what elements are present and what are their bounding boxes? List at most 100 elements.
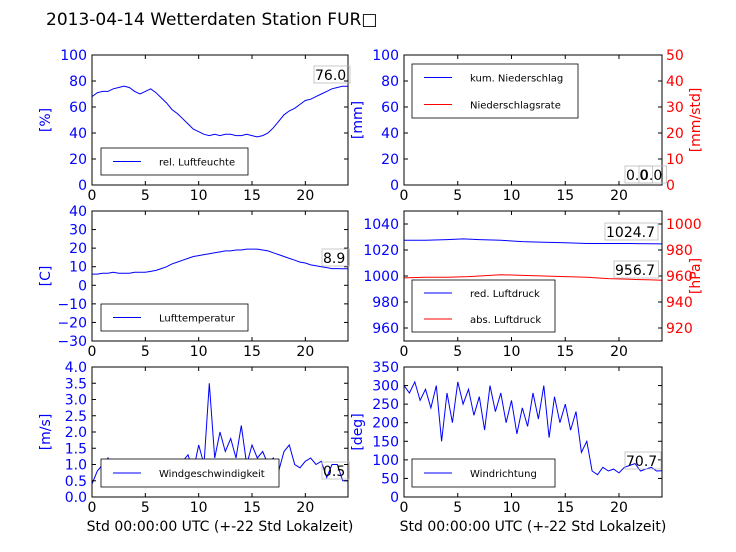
winddir-ytick-label-6: 300 bbox=[372, 379, 399, 395]
precip-ytick-right-label-4: 40 bbox=[666, 74, 684, 90]
windspeed-annotation-box-0 bbox=[321, 461, 350, 480]
windspeed-xtick-label-0: 0 bbox=[88, 500, 97, 516]
pressure-legend-label-1: abs. Luftdruck bbox=[470, 315, 541, 326]
precip-xtick-label-0: 0 bbox=[400, 188, 409, 204]
winddir-ytick-label-0: 0 bbox=[390, 490, 399, 506]
winddir-series-line-0 bbox=[403, 380, 663, 476]
windspeed-xtick-label-4: 20 bbox=[296, 500, 314, 516]
winddir-ytick-label-5: 250 bbox=[372, 397, 399, 413]
temperature-xtick-label-3: 15 bbox=[243, 344, 261, 360]
pressure-ytick-right-label-0: 920 bbox=[666, 321, 693, 337]
temperature-annotation-box-0 bbox=[321, 248, 350, 267]
precip-xtick-label-2: 10 bbox=[503, 188, 521, 204]
windspeed-ytick-label-5: 2.5 bbox=[65, 409, 87, 425]
windspeed-legend-label-0: Windgeschwindigkeit bbox=[159, 469, 265, 480]
winddir-xtick-label-3: 15 bbox=[556, 500, 574, 516]
temperature-ytick-label-3: 0 bbox=[78, 278, 87, 294]
precip-annotation-0: 0.0 bbox=[626, 168, 648, 184]
humidity-plot-frame bbox=[91, 54, 349, 186]
precip-ytick-right-label-3: 30 bbox=[666, 100, 684, 116]
winddir-xtick-label-4: 20 bbox=[610, 500, 628, 516]
winddir-xlabel: Std 00:00:00 UTC (+-22 Std Lokalzeit) bbox=[400, 519, 667, 535]
precip-ytick-right-label-1: 10 bbox=[666, 152, 684, 168]
windspeed-ytick-label-2: 1.0 bbox=[65, 458, 87, 474]
precip-ytick-label-1: 20 bbox=[381, 152, 399, 168]
windspeed-ytick-label-6: 3.0 bbox=[65, 393, 87, 409]
pressure-ytick-label-4: 1040 bbox=[363, 217, 399, 233]
precip-ytick-label-3: 60 bbox=[381, 100, 399, 116]
humidity-ytick-label-2: 40 bbox=[69, 126, 87, 142]
precip-ytick-label-0: 0 bbox=[390, 178, 399, 194]
winddir-plot-frame bbox=[403, 366, 663, 498]
figure-title-text: 2013-04-14 Wetterdaten Station FUR bbox=[46, 10, 362, 30]
windspeed-ytick-label-0: 0.0 bbox=[65, 490, 87, 506]
temperature-ytick-label-5: 20 bbox=[69, 241, 87, 257]
pressure-legend-label-0: red. Luftdruck bbox=[470, 289, 540, 300]
pressure-ytick-label-2: 1000 bbox=[363, 269, 399, 285]
pressure-ytick-label-0: 960 bbox=[372, 321, 399, 337]
pressure-annotation-1: 956.7 bbox=[615, 263, 655, 279]
temperature-ytick-label-4: 10 bbox=[69, 260, 87, 276]
temperature-ytick-label-2: −10 bbox=[57, 297, 87, 313]
temperature-xtick-label-1: 5 bbox=[141, 344, 150, 360]
pressure-xtick-label-0: 0 bbox=[400, 344, 409, 360]
precip-ytick-right-label-5: 50 bbox=[666, 48, 684, 64]
precip-annotation-1: 0.0 bbox=[640, 168, 662, 184]
winddir-ytick-label-1: 50 bbox=[381, 471, 399, 487]
precip-annotation-box-1 bbox=[638, 165, 667, 184]
pressure-ytick-right-label-2: 960 bbox=[666, 269, 693, 285]
pressure-ytick-label-1: 980 bbox=[372, 295, 399, 311]
windspeed-ytick-label-1: 0.5 bbox=[65, 474, 87, 490]
windspeed-ytick-label-3: 1.5 bbox=[65, 441, 87, 457]
humidity-series-line-0 bbox=[91, 85, 348, 138]
precip-ytick-label-5: 100 bbox=[372, 48, 399, 64]
pressure-xtick-label-3: 15 bbox=[556, 344, 574, 360]
winddir-ytick-label-4: 200 bbox=[372, 416, 399, 432]
precip-legend-label-0: kum. Niederschlag bbox=[470, 74, 563, 85]
pressure-annotation-box-0 bbox=[604, 222, 659, 241]
precip-ytick-right-label-0: 0 bbox=[666, 178, 675, 194]
windspeed-ytick-label-7: 3.5 bbox=[65, 376, 87, 392]
humidity-ytick-label-0: 0 bbox=[78, 178, 87, 194]
temperature-legend-label-0: Lufttemperatur bbox=[159, 314, 236, 325]
pressure-annotation-box-1 bbox=[613, 260, 659, 279]
temperature-plot-frame bbox=[91, 210, 349, 342]
windspeed-xtick-label-3: 15 bbox=[243, 500, 261, 516]
pressure-legend-box bbox=[411, 279, 556, 333]
humidity-ylabel: [%] bbox=[38, 108, 54, 132]
temperature-xtick-label-0: 0 bbox=[88, 344, 97, 360]
winddir-ylabel: [deg] bbox=[350, 413, 366, 450]
figure-title: 2013-04-14 Wetterdaten Station FUR□ bbox=[46, 10, 377, 30]
precip-ytick-label-4: 80 bbox=[381, 74, 399, 90]
temperature-ytick-label-7: 40 bbox=[69, 204, 87, 220]
precip-legend-box bbox=[411, 63, 579, 119]
pressure-ytick-right-label-4: 1000 bbox=[666, 217, 702, 233]
humidity-ytick-label-5: 100 bbox=[60, 48, 87, 64]
pressure-series-line-0 bbox=[404, 238, 663, 245]
pressure-ytick-right-label-1: 940 bbox=[666, 295, 693, 311]
winddir-xtick-label-2: 10 bbox=[503, 500, 521, 516]
temperature-series-line-0 bbox=[92, 248, 348, 275]
pressure-xtick-label-1: 5 bbox=[453, 344, 462, 360]
winddir-xtick-label-1: 5 bbox=[453, 500, 462, 516]
precip-xtick-label-4: 20 bbox=[610, 188, 628, 204]
temperature-ytick-label-1: −20 bbox=[57, 315, 87, 331]
humidity-ytick-label-1: 20 bbox=[69, 152, 87, 168]
precip-ytick-label-2: 40 bbox=[381, 126, 399, 142]
pressure-xtick-label-4: 20 bbox=[610, 344, 628, 360]
pressure-annotation-0: 1024.7 bbox=[606, 225, 655, 241]
humidity-xtick-label-1: 5 bbox=[141, 188, 150, 204]
precip-xtick-label-1: 5 bbox=[453, 188, 462, 204]
windspeed-xlabel: Std 00:00:00 UTC (+-22 Std Lokalzeit) bbox=[87, 519, 354, 535]
winddir-legend-label-0: Windrichtung bbox=[470, 469, 537, 480]
winddir-xtick-label-0: 0 bbox=[400, 500, 409, 516]
winddir-ytick-label-3: 150 bbox=[372, 434, 399, 450]
pressure-xtick-label-2: 10 bbox=[503, 344, 521, 360]
precip-legend-label-1: Niederschlagsrate bbox=[470, 101, 561, 112]
figure-title-glyph: □ bbox=[361, 10, 378, 30]
humidity-annotation-0: 76.0 bbox=[315, 68, 346, 84]
windspeed-xtick-label-2: 10 bbox=[190, 500, 208, 516]
precip-ylabel-right: [mm/std] bbox=[688, 88, 704, 153]
windspeed-ytick-label-8: 4.0 bbox=[65, 360, 87, 376]
